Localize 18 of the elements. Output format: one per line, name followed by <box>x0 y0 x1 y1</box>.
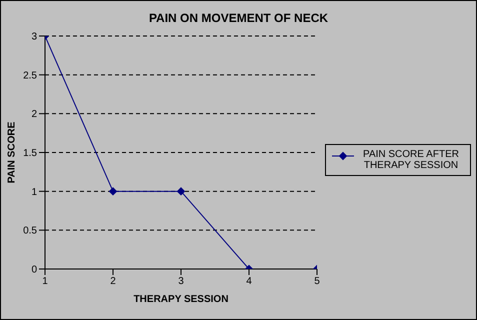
y-tick-label: 0.5 <box>23 226 38 237</box>
y-tick-label: 2 <box>31 109 38 120</box>
x-tick-label: 2 <box>110 276 116 288</box>
x-tick-label: 4 <box>246 276 252 288</box>
x-tick-label: 5 <box>314 276 320 288</box>
x-axis-title: THERAPY SESSION <box>134 294 228 305</box>
x-tick-label: 3 <box>178 276 184 288</box>
point <box>109 187 117 196</box>
y-tick-label: 1 <box>31 186 38 198</box>
x-tick-label: 1 <box>42 276 48 288</box>
y-axis-title: PAIN SCORE <box>6 121 18 184</box>
y-tick-label: 0 <box>31 264 38 276</box>
y-tick-label: 2.5 <box>23 70 38 82</box>
legend-label: PAIN SCORE AFTER THERAPY SESSION <box>362 149 460 171</box>
y-tick-label: 1.5 <box>23 148 38 160</box>
y-tick-label: 3 <box>31 32 38 43</box>
chart-title: PAIN ON MOVEMENT OF NECK <box>148 11 330 25</box>
point <box>177 187 185 196</box>
